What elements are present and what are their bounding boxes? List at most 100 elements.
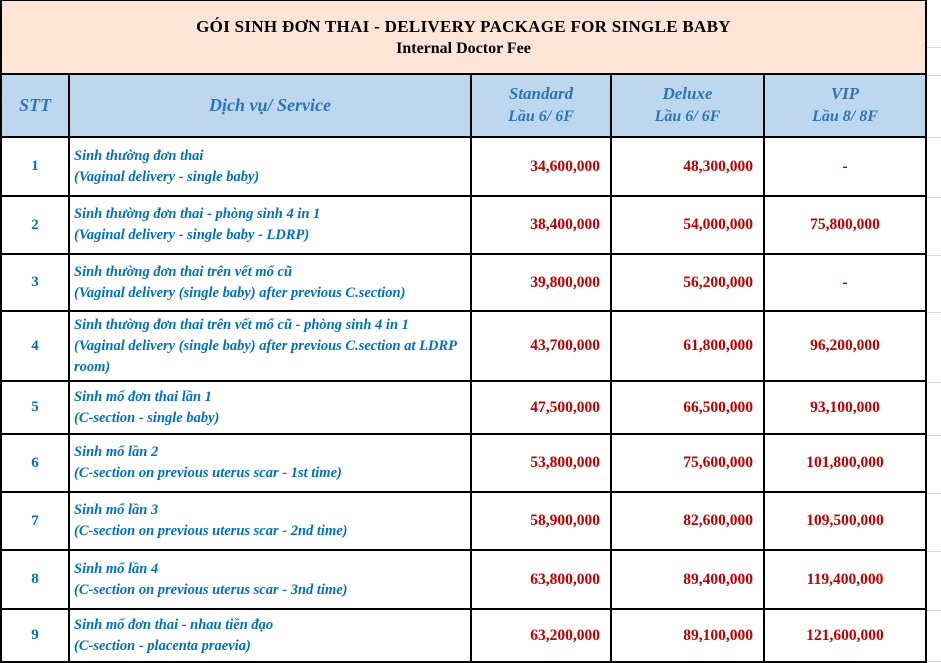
service-cell: Sinh thường đơn thai - phòng sinh 4 in 1… [70, 197, 472, 253]
table-row: 4 Sinh thường đơn thai trên vết mổ cũ - … [2, 312, 927, 382]
service-cell: Sinh thường đơn thai trên vết mổ cũ (Vag… [70, 255, 472, 310]
deluxe-price-cell: 89,100,000 [612, 610, 765, 661]
deluxe-price-cell: 61,800,000 [612, 312, 765, 380]
service-name-vietnamese: Sinh thường đơn thai trên vết mổ cũ - ph… [74, 316, 409, 333]
service-name-english: (C-section on previous uterus scar - 3nd… [74, 581, 348, 598]
service-cell: Sinh mổ lần 4 (C-section on previous ute… [70, 551, 472, 608]
gridline [927, 197, 941, 198]
service-name-english: (Vaginal delivery (single baby) after pr… [74, 284, 406, 301]
row-number-cell: 2 [2, 197, 70, 253]
service-name-vietnamese: Sinh thường đơn thai - phòng sinh 4 in 1 [74, 206, 321, 222]
gridline [927, 255, 941, 256]
standard-price-cell: 34,600,000 [472, 138, 612, 195]
vip-price-cell: 101,800,000 [765, 435, 927, 491]
deluxe-price-cell: 54,000,000 [612, 197, 765, 253]
service-name-english: (Vaginal delivery (single baby) after pr… [74, 337, 457, 375]
service-name-vietnamese: Sinh mổ lần 2 [74, 444, 159, 460]
service-name-vietnamese: Sinh mổ đơn thai - nhau tiền đạo [74, 616, 274, 633]
table-header-row: STT Dịch vụ/ Service Standard Lầu 6/ 6F … [2, 75, 927, 138]
table-row: 2 Sinh thường đơn thai - phòng sinh 4 in… [2, 197, 927, 255]
service-cell: Sinh mổ đơn thai - nhau tiền đạo (C-sect… [70, 610, 472, 661]
gridline [927, 435, 941, 436]
table-row: 9 Sinh mổ đơn thai - nhau tiền đạo (C-se… [2, 610, 927, 663]
service-name-english: (C-section - placenta praevia) [74, 637, 251, 654]
vip-price-cell: - [765, 138, 927, 195]
gridline [927, 312, 941, 313]
deluxe-price-cell: 66,500,000 [612, 382, 765, 433]
tier-floor-standard: Lầu 6/ 6F [508, 108, 574, 125]
gridline [927, 137, 941, 138]
gridline [927, 382, 941, 383]
service-name-vietnamese: Sinh mổ đơn thai lần 1 [74, 388, 212, 405]
header-standard-tier: Standard Lầu 6/ 6F [472, 75, 612, 136]
standard-price-cell: 39,800,000 [472, 255, 612, 310]
service-cell: Sinh mổ đơn thai lần 1 (C-section - sing… [70, 382, 472, 433]
title-main: GÓI SINH ĐƠN THAI - DELIVERY PACKAGE FOR… [196, 16, 731, 36]
service-name-english: (Vaginal delivery - single baby - LDRP) [74, 227, 310, 243]
tier-floor-vip: Lầu 8/ 8F [812, 108, 878, 125]
service-cell: Sinh thường đơn thai trên vết mổ cũ - ph… [70, 312, 472, 380]
gridline [927, 75, 941, 76]
service-name-vietnamese: Sinh thường đơn thai trên vết mổ cũ [74, 263, 293, 280]
header-deluxe-tier: Deluxe Lầu 6/ 6F [612, 75, 765, 136]
row-number-cell: 8 [2, 551, 70, 608]
table-row: 3 Sinh thường đơn thai trên vết mổ cũ (V… [2, 255, 927, 312]
row-number-cell: 6 [2, 435, 70, 491]
deluxe-price-cell: 89,400,000 [612, 551, 765, 608]
vip-price-cell: 109,500,000 [765, 493, 927, 549]
header-vip-tier: VIP Lầu 8/ 8F [765, 75, 927, 136]
header-stt: STT [2, 75, 70, 136]
vip-price-cell: 121,600,000 [765, 610, 927, 661]
row-number-cell: 1 [2, 138, 70, 195]
standard-price-cell: 38,400,000 [472, 197, 612, 253]
service-name-vietnamese: Sinh mổ lần 4 [74, 560, 159, 577]
service-name-vietnamese: Sinh mổ lần 3 [74, 502, 159, 518]
service-name-english: (C-section on previous uterus scar - 2nd… [74, 523, 348, 539]
header-service: Dịch vụ/ Service [70, 75, 472, 136]
standard-price-cell: 63,200,000 [472, 610, 612, 661]
tier-name-standard: Standard [508, 84, 574, 103]
table-title-block: GÓI SINH ĐƠN THAI - DELIVERY PACKAGE FOR… [2, 1, 927, 75]
service-name-english: (Vaginal delivery - single baby) [74, 168, 260, 185]
table-row: 1 Sinh thường đơn thai (Vaginal delivery… [2, 138, 927, 197]
row-number-cell: 7 [2, 493, 70, 549]
service-name-english: (C-section on previous uterus scar - 1st… [74, 465, 342, 481]
tier-name-deluxe: Deluxe [662, 84, 713, 103]
standard-price-cell: 58,900,000 [472, 493, 612, 549]
gridline [927, 610, 941, 611]
title-subtitle: Internal Doctor Fee [396, 39, 531, 57]
deluxe-price-cell: 75,600,000 [612, 435, 765, 491]
table-row: 8 Sinh mổ lần 4 (C-section on previous u… [2, 551, 927, 610]
table-row: 5 Sinh mổ đơn thai lần 1 (C-section - si… [2, 382, 927, 435]
table-row: 6 Sinh mổ lần 2 (C-section on previous u… [2, 435, 927, 493]
row-number-cell: 4 [2, 312, 70, 380]
gridline [927, 47, 941, 48]
row-number-cell: 9 [2, 610, 70, 661]
vip-price-cell: 96,200,000 [765, 312, 927, 380]
standard-price-cell: 63,800,000 [472, 551, 612, 608]
service-cell: Sinh mổ lần 3 (C-section on previous ute… [70, 493, 472, 549]
deluxe-price-cell: 48,300,000 [612, 138, 765, 195]
vip-price-cell: - [765, 255, 927, 310]
vip-price-cell: 75,800,000 [765, 197, 927, 253]
vip-price-cell: 93,100,000 [765, 382, 927, 433]
vip-price-cell: 119,400,000 [765, 551, 927, 608]
table-body: 1 Sinh thường đơn thai (Vaginal delivery… [2, 138, 927, 663]
deluxe-price-cell: 56,200,000 [612, 255, 765, 310]
tier-floor-deluxe: Lầu 6/ 6F [654, 108, 721, 125]
service-name-vietnamese: Sinh thường đơn thai [74, 147, 204, 164]
gridline [927, 551, 941, 552]
standard-price-cell: 47,500,000 [472, 382, 612, 433]
service-name-english: (C-section - single baby) [74, 409, 220, 426]
gridline [927, 661, 941, 662]
deluxe-price-cell: 82,600,000 [612, 493, 765, 549]
standard-price-cell: 43,700,000 [472, 312, 612, 380]
service-cell: Sinh thường đơn thai (Vaginal delivery -… [70, 138, 472, 195]
gridline [927, 493, 941, 494]
service-cell: Sinh mổ lần 2 (C-section on previous ute… [70, 435, 472, 491]
standard-price-cell: 53,800,000 [472, 435, 612, 491]
sheet-gridline-area [927, 0, 941, 663]
row-number-cell: 5 [2, 382, 70, 433]
